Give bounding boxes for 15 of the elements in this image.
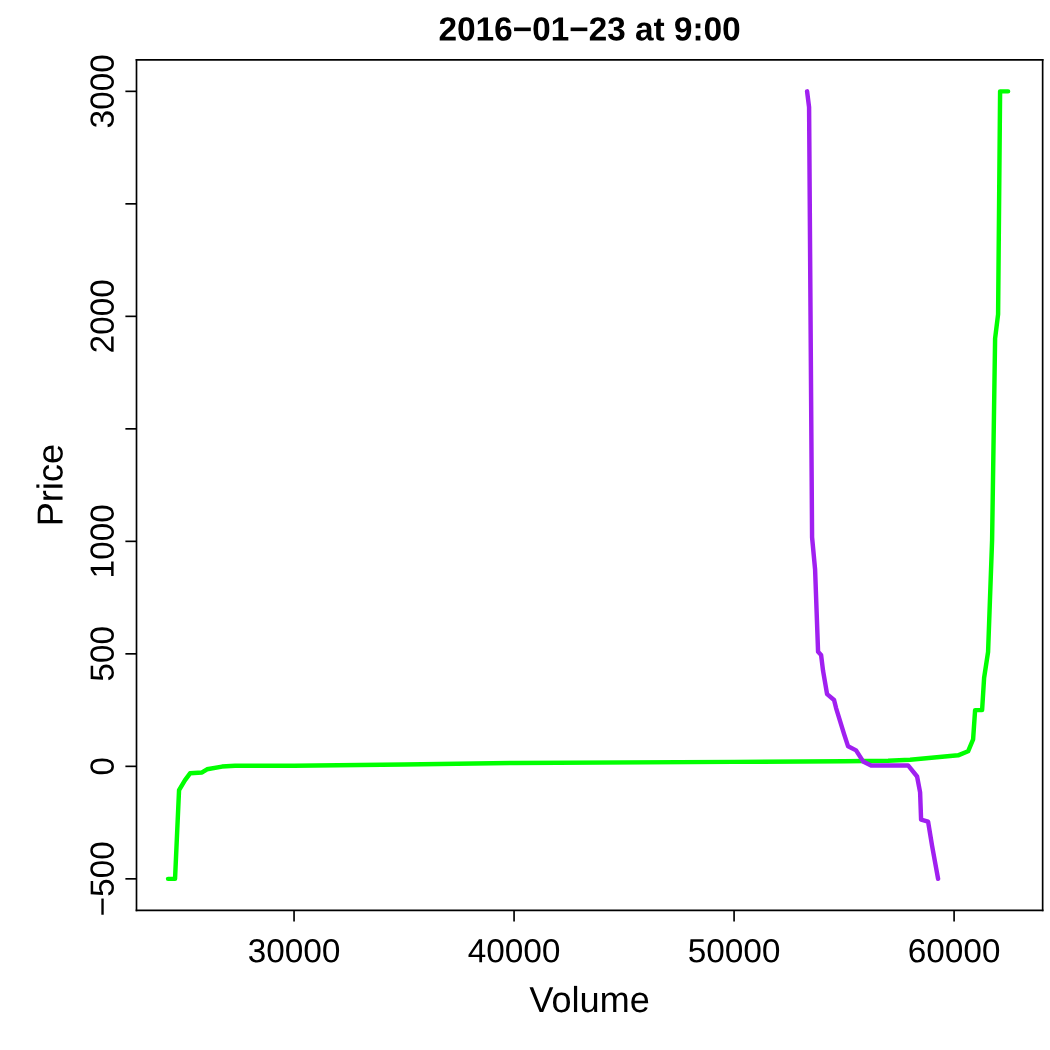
y-tick-label: 500: [90, 627, 114, 681]
y-tick-label: −500: [90, 842, 114, 915]
x-tick-label: 40000: [468, 939, 560, 963]
chart-title: 2016−01−23 at 9:00: [439, 17, 740, 41]
line-series: [165, 89, 1011, 882]
y-tick-label: 3000: [90, 55, 114, 128]
y-tick-label: 1000: [90, 505, 114, 576]
line-series: [804, 89, 941, 882]
y-axis-title: Price: [36, 445, 63, 524]
x-tick-label: 50000: [689, 939, 780, 963]
x-tick-label: 60000: [909, 939, 1000, 963]
x-tick-label: 30000: [248, 939, 340, 963]
y-tick-label: 2000: [90, 280, 114, 352]
y-tick-label: 0: [90, 758, 114, 775]
x-axis-title: Volume: [529, 985, 649, 1013]
